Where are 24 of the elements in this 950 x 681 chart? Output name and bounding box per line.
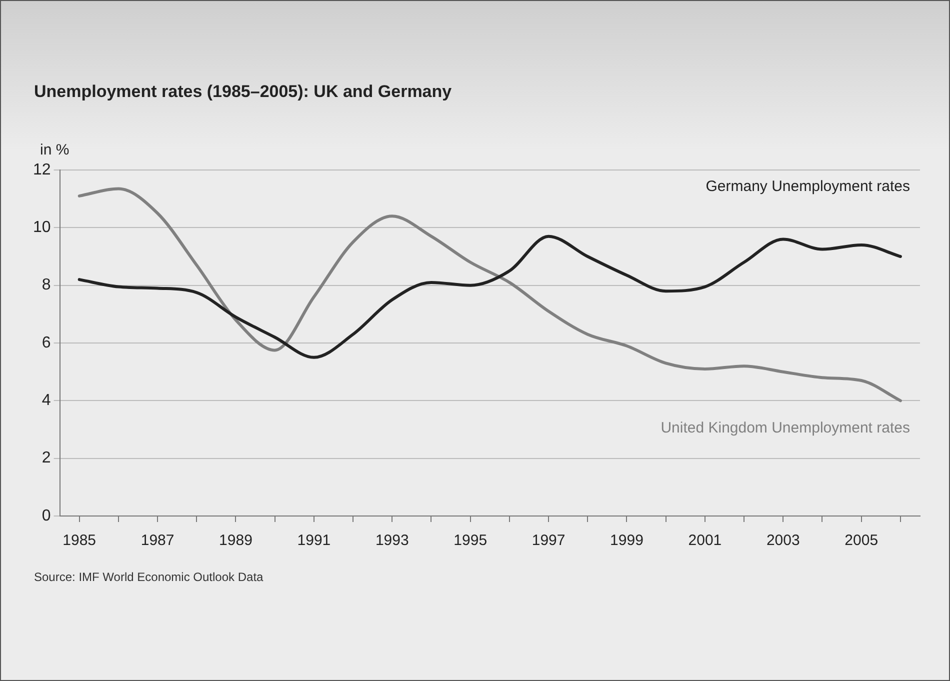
source-note: Source: IMF World Economic Outlook Data <box>34 570 264 584</box>
x-tick-label: 2001 <box>688 532 722 550</box>
x-tick-label: 1991 <box>297 532 331 550</box>
text: Germany Unemployment rates <box>706 178 910 196</box>
x-tick-label: 1999 <box>610 532 644 550</box>
y-tick-label: 8 <box>42 276 51 294</box>
x-tick-label: 1987 <box>140 532 174 550</box>
y-tick-label: 12 <box>33 161 51 178</box>
y-tick-label: 0 <box>42 507 51 524</box>
x-tick-label: 2005 <box>844 532 878 550</box>
x-tick-label: 1989 <box>219 532 252 550</box>
chart-title: Unemployment rates (1985–2005): UK and Germany <box>34 82 452 102</box>
y-tick-label: 2 <box>42 450 51 467</box>
x-tick-label: 1997 <box>532 532 566 550</box>
x-tick-label: 2003 <box>766 532 800 550</box>
x-tick-label: 1993 <box>375 532 409 550</box>
x-tick-label: 1995 <box>454 532 488 550</box>
series-label: United Kingdom Unemployment rates <box>660 419 910 436</box>
y-tick-label: 10 <box>33 219 51 236</box>
line-series <box>78 234 902 359</box>
y-axis-title: in % <box>40 142 70 159</box>
y-tick-label: 4 <box>42 392 51 410</box>
y-tick-label: 6 <box>42 334 51 352</box>
x-tick-label: 1985 <box>62 532 96 550</box>
